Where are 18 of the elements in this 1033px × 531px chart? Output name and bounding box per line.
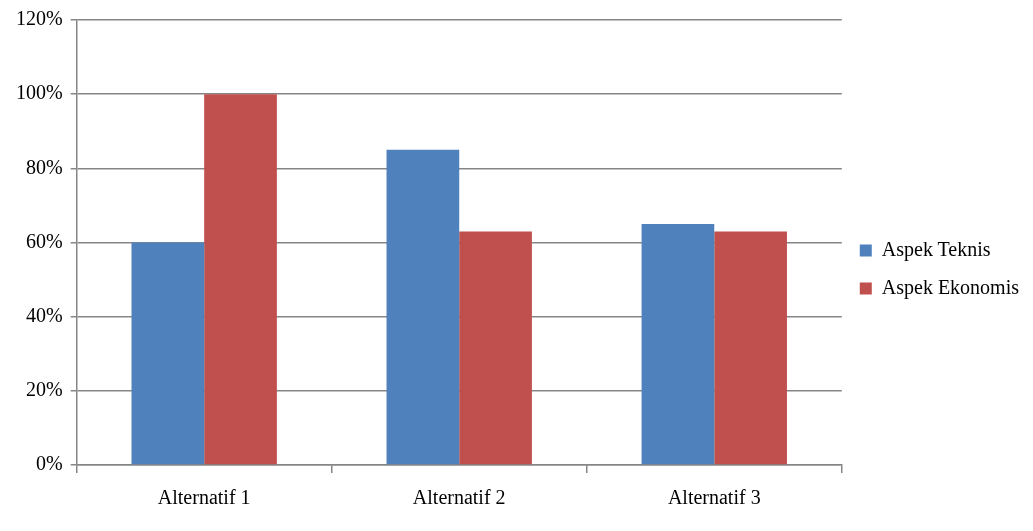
legend-label: Aspek Teknis xyxy=(881,237,991,261)
y-tick-label: 60% xyxy=(25,229,63,252)
x-tick-label: Alternatif 1 xyxy=(157,486,251,509)
bar xyxy=(131,242,205,465)
x-tick-label: Alternatif 2 xyxy=(412,486,506,509)
y-tick-label: 120% xyxy=(15,7,63,30)
bar xyxy=(641,223,715,465)
x-tick-label: Alternatif 3 xyxy=(667,486,761,509)
y-tick-label: 80% xyxy=(25,155,63,178)
y-tick-label: 100% xyxy=(15,81,63,104)
bar xyxy=(386,149,460,465)
legend-label: Aspek Ekonomis xyxy=(881,275,1020,299)
bar xyxy=(204,94,277,465)
y-tick-label: 20% xyxy=(25,378,63,401)
y-tick-label: 40% xyxy=(25,303,63,326)
bar xyxy=(459,231,532,465)
bar xyxy=(714,231,787,465)
y-tick-label: 0% xyxy=(35,452,63,475)
